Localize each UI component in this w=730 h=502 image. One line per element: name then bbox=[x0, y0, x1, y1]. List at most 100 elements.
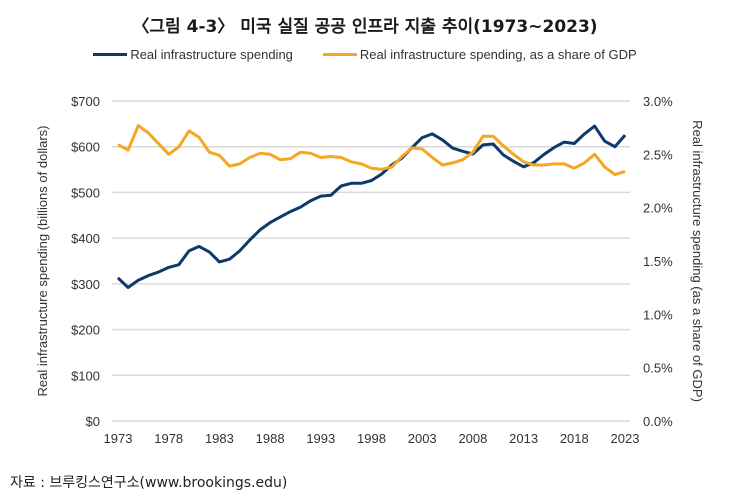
data-point-share bbox=[462, 159, 464, 161]
data-point-share bbox=[431, 157, 433, 159]
data-point-share bbox=[604, 166, 606, 168]
x-tick-label: 2008 bbox=[458, 431, 487, 446]
data-point-spending bbox=[452, 147, 454, 149]
data-point-spending bbox=[259, 229, 261, 231]
data-point-spending bbox=[350, 182, 352, 184]
data-point-spending bbox=[320, 195, 322, 197]
y-axis-label: Real infrastructure spending (billions o… bbox=[35, 126, 50, 397]
data-point-spending bbox=[431, 133, 433, 135]
data-point-share bbox=[553, 163, 555, 165]
legend-item-spending: Real infrastructure spending bbox=[93, 47, 293, 62]
data-point-share bbox=[147, 132, 149, 134]
data-point-spending bbox=[137, 279, 139, 281]
y-tick-label: $700 bbox=[71, 94, 100, 109]
y-right-tick-label: 1.0% bbox=[643, 307, 673, 322]
data-point-spending bbox=[269, 222, 271, 224]
y-tick-label: $0 bbox=[86, 414, 100, 429]
data-point-share bbox=[269, 153, 271, 155]
data-point-spending bbox=[421, 137, 423, 139]
data-point-share bbox=[594, 153, 596, 155]
data-point-share bbox=[178, 146, 180, 148]
data-point-spending bbox=[533, 162, 535, 164]
data-point-spending bbox=[462, 150, 464, 152]
data-point-share bbox=[188, 130, 190, 132]
data-point-share bbox=[229, 165, 231, 167]
data-point-share bbox=[472, 151, 474, 153]
data-point-share bbox=[259, 152, 261, 154]
data-point-spending bbox=[381, 173, 383, 175]
x-tick-label: 2023 bbox=[611, 431, 640, 446]
data-point-spending bbox=[168, 266, 170, 268]
data-point-share bbox=[168, 153, 170, 155]
data-point-spending bbox=[624, 134, 626, 136]
data-point-share bbox=[127, 149, 129, 151]
y-right-tick-label: 3.0% bbox=[643, 94, 673, 109]
x-tick-label: 1983 bbox=[205, 431, 234, 446]
source-note: 자료 : 브루킹스연구소(www.brookings.edu) bbox=[10, 475, 288, 491]
data-point-spending bbox=[553, 147, 555, 149]
data-point-share bbox=[391, 166, 393, 168]
data-point-share bbox=[350, 161, 352, 163]
data-point-share bbox=[573, 167, 575, 169]
data-point-share bbox=[137, 125, 139, 127]
data-point-spending bbox=[198, 245, 200, 247]
y-right-tick-label: 1.5% bbox=[643, 254, 673, 269]
data-point-share bbox=[492, 135, 494, 137]
data-point-spending bbox=[492, 143, 494, 145]
data-point-share bbox=[371, 167, 372, 169]
data-point-spending bbox=[604, 140, 606, 142]
y-tick-label: $100 bbox=[71, 368, 100, 383]
data-point-share bbox=[300, 151, 302, 153]
data-point-share bbox=[289, 158, 291, 160]
data-point-share bbox=[411, 147, 413, 149]
data-point-spending bbox=[583, 133, 585, 135]
data-point-spending bbox=[543, 153, 545, 155]
data-point-spending bbox=[330, 194, 332, 196]
y-tick-label: $500 bbox=[71, 185, 100, 200]
data-point-share bbox=[218, 154, 220, 156]
data-point-share bbox=[340, 157, 342, 159]
data-point-spending bbox=[117, 277, 119, 279]
x-tick-label: 1998 bbox=[357, 431, 386, 446]
y-tick-label: $600 bbox=[71, 140, 100, 155]
x-tick-label: 1988 bbox=[256, 431, 285, 446]
y-right-tick-label: 0.0% bbox=[643, 414, 673, 429]
data-point-share bbox=[523, 161, 525, 163]
x-tick-label: 2013 bbox=[509, 431, 538, 446]
data-point-share bbox=[401, 155, 403, 157]
data-point-share bbox=[330, 155, 332, 157]
data-point-share bbox=[198, 136, 200, 138]
data-point-share bbox=[614, 174, 616, 176]
data-point-spending bbox=[563, 141, 565, 143]
x-tick-label: 2003 bbox=[408, 431, 437, 446]
data-point-share bbox=[441, 164, 443, 166]
data-point-share bbox=[563, 163, 565, 165]
data-point-spending bbox=[239, 250, 241, 252]
data-point-share bbox=[624, 170, 626, 172]
legend-item-share: Real infrastructure spending, as a share… bbox=[322, 47, 637, 62]
data-point-spending bbox=[300, 206, 302, 208]
data-point-share bbox=[158, 143, 160, 145]
x-tick-label: 1978 bbox=[154, 431, 183, 446]
data-point-share bbox=[279, 159, 281, 161]
data-point-share bbox=[583, 162, 585, 164]
legend-swatch-orange bbox=[322, 53, 357, 56]
data-point-spending bbox=[523, 166, 525, 168]
data-point-spending bbox=[614, 146, 616, 148]
chart-title: 〈그림 4-3〉 미국 실질 공공 인프라 지출 추이(1973~2023) bbox=[132, 17, 598, 37]
data-point-spending bbox=[188, 250, 190, 252]
legend: Real infrastructure spending Real infras… bbox=[0, 47, 730, 62]
data-point-spending bbox=[573, 143, 575, 145]
data-point-spending bbox=[147, 275, 149, 277]
data-point-spending bbox=[482, 144, 484, 146]
x-tick-label: 1993 bbox=[306, 431, 335, 446]
data-point-share bbox=[208, 151, 210, 153]
data-point-share bbox=[310, 152, 312, 154]
data-point-share bbox=[502, 145, 504, 147]
x-tick-label: 1973 bbox=[104, 431, 133, 446]
data-point-spending bbox=[512, 160, 514, 162]
data-point-share bbox=[360, 163, 362, 165]
data-point-spending bbox=[208, 251, 210, 253]
data-point-spending bbox=[371, 180, 372, 182]
data-point-share bbox=[239, 163, 241, 165]
